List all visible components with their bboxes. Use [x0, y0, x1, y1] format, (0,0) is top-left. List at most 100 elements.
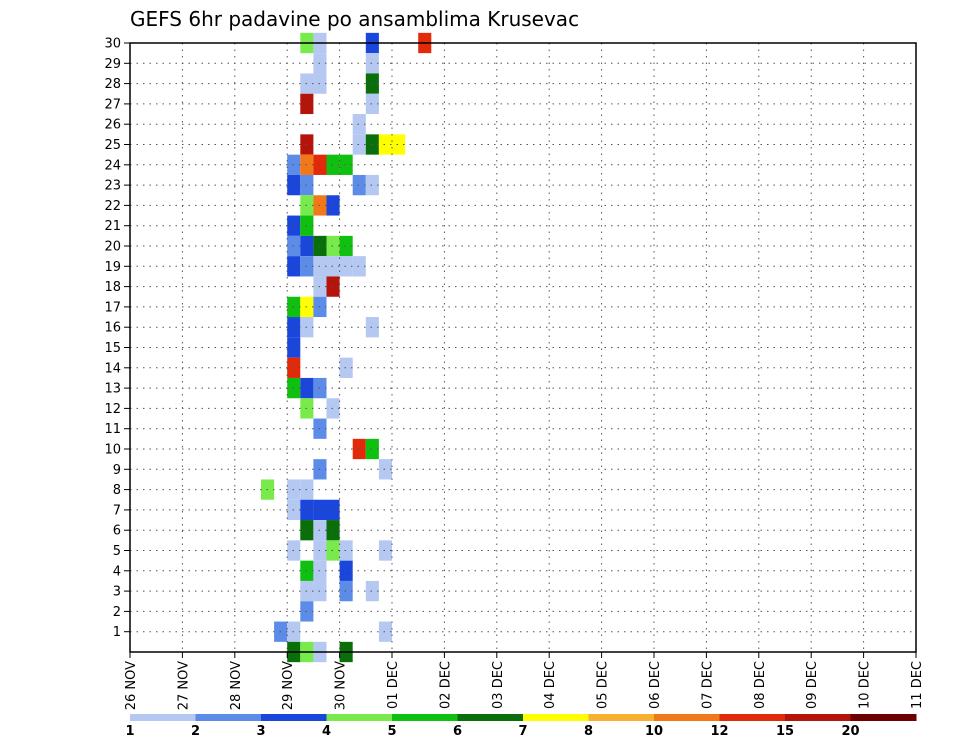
heat-cell: [339, 580, 353, 602]
y-tick-label: 8: [113, 483, 121, 498]
x-tick-label: 04 DEC: [543, 661, 558, 709]
heat-cell: [339, 154, 353, 175]
y-tick-label: 5: [113, 544, 121, 559]
heat-cell: [378, 459, 392, 480]
colorbar-swatch: [719, 714, 786, 721]
y-tick-label: 10: [104, 443, 121, 458]
heat-cell: [326, 520, 340, 541]
x-axis: 26 NOV 27 NOV 28 NOV 29 NOV 30 NOV 01 DEC 02 D…: [124, 652, 925, 710]
colorbar-swatch: [392, 714, 458, 721]
heat-cell: [352, 134, 366, 155]
y-tick-label: 25: [104, 138, 121, 153]
y-tick-label: 15: [104, 341, 121, 356]
grid-layer: [130, 42, 916, 652]
heat-cell: [326, 256, 340, 277]
heat-cell: [326, 195, 340, 216]
heat-cell: [352, 438, 366, 460]
colorbar-label: 20: [841, 724, 859, 739]
x-tick-label: 06 DEC: [648, 661, 663, 709]
y-tick-label: 18: [104, 280, 121, 295]
colorbar-label: 15: [776, 724, 794, 739]
heat-cell: [365, 580, 379, 602]
y-axis: 1234567891011121314151617181920212223242…: [104, 37, 130, 640]
y-tick-label: 9: [113, 463, 121, 478]
colorbar-label: 2: [191, 724, 200, 739]
heat-cell: [326, 235, 340, 257]
heat-cell: [326, 154, 340, 175]
colorbar-label: 8: [584, 724, 593, 739]
colorbar-swatch: [457, 714, 524, 721]
colorbar-swatch: [326, 714, 393, 721]
x-tick-label: 27 NOV: [176, 661, 191, 710]
y-tick-label: 16: [104, 321, 121, 336]
heat-cell: [378, 134, 392, 155]
heat-cell: [352, 256, 366, 277]
y-tick-label: 20: [104, 240, 121, 255]
x-tick-label: 30 NOV: [334, 661, 349, 710]
y-tick-label: 14: [104, 361, 121, 376]
y-tick-label: 7: [113, 503, 121, 518]
y-tick-label: 27: [104, 97, 121, 112]
colorbar-swatch: [785, 714, 851, 721]
x-tick-label: 07 DEC: [700, 661, 715, 709]
heat-cell: [365, 438, 379, 460]
colorbar-swatch: [195, 714, 262, 721]
colorbar: 1 2 3 4 5 6 7 8 10 12 15 20: [125, 714, 917, 739]
heat-cell: [365, 134, 379, 155]
y-tick-label: 17: [104, 300, 121, 315]
y-tick-label: 2: [113, 605, 121, 620]
y-tick-label: 11: [104, 422, 121, 437]
heat-cell: [365, 73, 379, 94]
heat-cell: [365, 174, 379, 196]
heat-cell: [326, 398, 340, 419]
y-tick-label: 3: [113, 585, 121, 600]
colorbar-swatch: [588, 714, 655, 721]
colorbar-swatch: [654, 714, 720, 721]
heat-cell: [365, 317, 379, 338]
colorbar-label: 12: [710, 724, 728, 739]
heat-cell: [392, 134, 406, 155]
heat-cell: [378, 621, 392, 642]
plot-frame: [129, 42, 917, 653]
colorbar-label: 7: [518, 724, 527, 739]
colorbar-swatch: [130, 714, 196, 721]
heat-cell: [339, 560, 353, 581]
heat-cell: [339, 357, 353, 378]
chart-title: GEFS 6hr padavine po ansamblima Krusevac: [130, 7, 579, 31]
y-tick-label: 1: [113, 625, 121, 640]
y-tick-label: 26: [104, 118, 121, 133]
heat-cell: [326, 540, 340, 561]
colorbar-label: 10: [645, 724, 663, 739]
y-tick-label: 12: [104, 402, 121, 417]
x-tick-label: 01 DEC: [386, 661, 401, 709]
x-tick-label: 05 DEC: [596, 661, 611, 709]
colorbar-swatch: [261, 714, 327, 721]
y-tick-label: 21: [104, 219, 121, 234]
y-tick-label: 30: [104, 37, 121, 52]
y-tick-label: 24: [104, 158, 121, 173]
y-tick-label: 22: [104, 199, 121, 214]
colorbar-label: 4: [322, 724, 331, 739]
y-tick-label: 23: [104, 179, 121, 194]
heat-cell: [339, 540, 353, 561]
x-tick-label: 02 DEC: [438, 661, 453, 709]
heat-cell: [365, 93, 379, 115]
x-tick-label: 08 DEC: [753, 661, 768, 709]
x-tick-label: 11 DEC: [910, 661, 925, 709]
heat-cell: [326, 276, 340, 297]
heat-cell: [339, 235, 353, 257]
y-tick-label: 4: [113, 564, 121, 579]
heat-cell: [326, 499, 340, 521]
x-tick-label: 28 NOV: [229, 661, 244, 710]
y-tick-label: 29: [104, 57, 121, 72]
colorbar-label: 6: [453, 724, 462, 739]
x-tick-label: 03 DEC: [491, 661, 506, 709]
colorbar-swatch: [850, 714, 917, 721]
heat-cell: [365, 53, 379, 74]
colorbar-swatch: [523, 714, 589, 721]
x-tick-label: 26 NOV: [124, 661, 139, 710]
heat-cell: [339, 256, 353, 277]
heat-cell: [352, 174, 366, 196]
x-tick-label: 10 DEC: [858, 661, 873, 709]
